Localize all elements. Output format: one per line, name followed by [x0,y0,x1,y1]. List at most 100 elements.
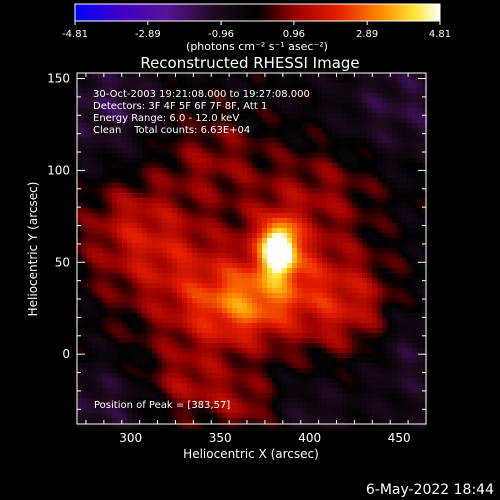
heatmap-cell [202,358,208,364]
heatmap-cell [317,188,323,194]
heatmap-cell [332,328,338,334]
heatmap-cell [337,368,343,374]
heatmap-cell [132,123,138,129]
heatmap-cell [422,348,428,354]
heatmap-cell [222,328,228,334]
heatmap-cell [192,383,198,389]
heatmap-cell [417,303,423,309]
heatmap-cell [232,273,238,279]
heatmap-cell [267,103,273,109]
heatmap-cell [422,293,428,299]
heatmap-cell [407,88,413,94]
heatmap-cell [372,418,378,424]
heatmap-cell [147,378,153,384]
heatmap-cell [362,323,368,329]
heatmap-cell [287,208,293,214]
heatmap-cell [182,238,188,244]
heatmap-cell [92,278,98,284]
heatmap-cell [257,378,263,384]
heatmap-cell [297,153,303,159]
heatmap-cell [332,148,338,154]
heatmap-cell [237,183,243,189]
heatmap-cell [332,423,338,429]
heatmap-cell [202,263,208,269]
heatmap-cell [102,278,108,284]
heatmap-cell [362,138,368,144]
heatmap-cell [347,238,353,244]
heatmap-cell [237,288,243,294]
heatmap-cell [387,128,393,134]
heatmap-cell [307,323,313,329]
heatmap-cell [377,208,383,214]
heatmap-cell [422,378,428,384]
heatmap-cell [282,378,288,384]
heatmap-cell [412,108,418,114]
heatmap-cell [267,388,273,394]
heatmap-cell [162,248,168,254]
heatmap-cell [257,133,263,139]
heatmap-cell [317,348,323,354]
heatmap-cell [167,108,173,114]
heatmap-cell [77,158,83,164]
heatmap-cell [282,388,288,394]
heatmap-cell [102,193,108,199]
annotation-energy-range: Energy Range: 6.0 - 12.0 keV [93,113,239,124]
heatmap-cell [242,198,248,204]
heatmap-cell [192,423,198,429]
heatmap-cell [352,273,358,279]
heatmap-cell [287,378,293,384]
heatmap-cell [317,133,323,139]
heatmap-cell [167,388,173,394]
heatmap-cell [157,213,163,219]
heatmap-cell [297,348,303,354]
heatmap-cell [292,368,298,374]
heatmap-cell [362,263,368,269]
heatmap-cell [142,278,148,284]
heatmap-cell [107,418,113,424]
heatmap-cell [242,263,248,269]
heatmap-cell [417,318,423,324]
heatmap-cell [177,363,183,369]
heatmap-cell [282,198,288,204]
heatmap-cell [207,258,213,264]
heatmap-cell [192,283,198,289]
heatmap-cell [172,293,178,299]
heatmap-cell [247,128,253,134]
heatmap-cell [187,348,193,354]
heatmap-cell [252,198,258,204]
heatmap-cell [397,358,403,364]
heatmap-cell [377,283,383,289]
heatmap-cell [172,93,178,99]
heatmap-cell [107,258,113,264]
heatmap-cell [167,268,173,274]
heatmap-cell [387,278,393,284]
heatmap-cell [252,333,258,339]
heatmap-cell [332,188,338,194]
heatmap-cell [342,318,348,324]
heatmap-cell [237,143,243,149]
heatmap-cell [242,323,248,329]
heatmap-cell [252,88,258,94]
heatmap-cell [377,103,383,109]
heatmap-cell [242,238,248,244]
heatmap-cell [132,163,138,169]
heatmap-cell [242,118,248,124]
heatmap-cell [282,383,288,389]
heatmap-cell [302,123,308,129]
heatmap-cell [407,208,413,214]
heatmap-cell [107,213,113,219]
heatmap-cell [97,128,103,134]
heatmap-cell [407,298,413,304]
heatmap-cell [102,163,108,169]
heatmap-cell [212,278,218,284]
heatmap-cell [77,93,83,99]
heatmap-cell [117,168,123,174]
heatmap-cell [182,398,188,404]
heatmap-cell [357,353,363,359]
heatmap-cell [232,83,238,89]
heatmap-cell [187,268,193,274]
heatmap-cell [292,328,298,334]
heatmap-cell [92,358,98,364]
heatmap-cell [167,73,173,79]
heatmap-cell [292,133,298,139]
